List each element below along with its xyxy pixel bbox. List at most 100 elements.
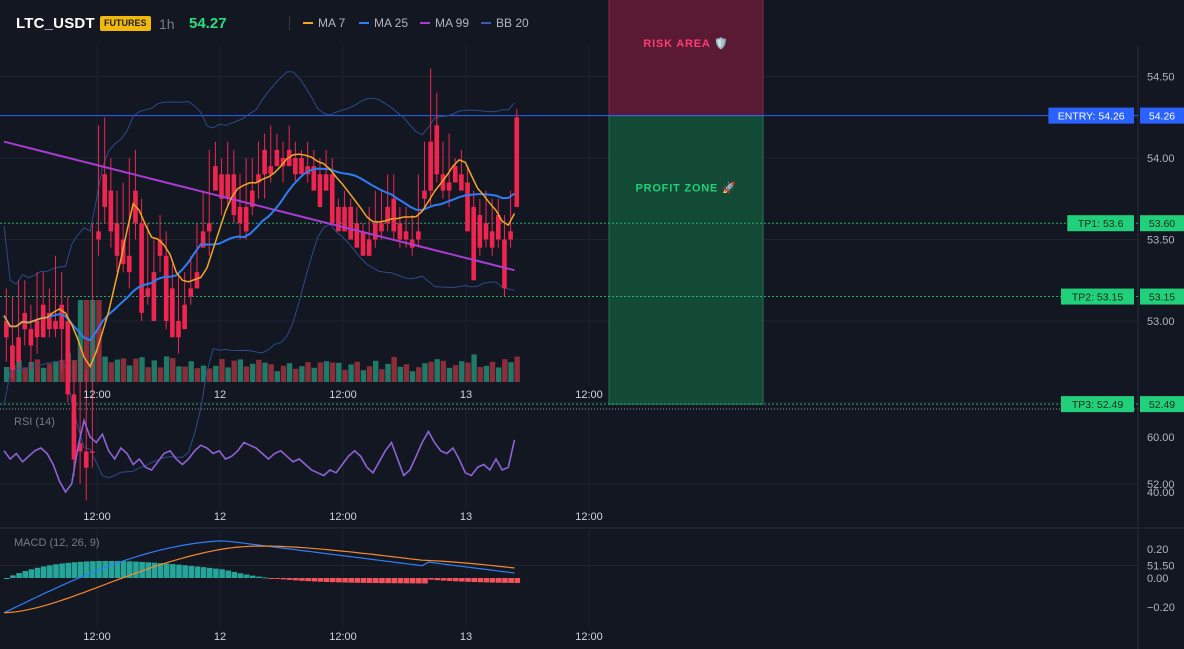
macd-hist-bar bbox=[200, 567, 207, 578]
legend-ma99[interactable]: MA 99 bbox=[420, 16, 469, 30]
macd-hist-bar bbox=[342, 578, 348, 583]
time-tick: 12:00 bbox=[329, 631, 357, 643]
candle-body bbox=[28, 329, 34, 346]
volume-bar bbox=[176, 366, 182, 382]
macd-hist-bar bbox=[188, 565, 195, 578]
macd-hist-bar bbox=[329, 578, 336, 583]
candle-body bbox=[200, 231, 206, 248]
candle-body bbox=[243, 206, 249, 232]
macd-hist-bar bbox=[471, 578, 477, 583]
volume-bar bbox=[508, 362, 514, 382]
legend-ma7[interactable]: MA 7 bbox=[303, 16, 345, 30]
candle-body bbox=[53, 321, 58, 330]
symbol-name[interactable]: LTC_USDT bbox=[16, 15, 95, 32]
macd-hist-bar bbox=[120, 561, 127, 578]
macd-hist-bar bbox=[145, 562, 152, 578]
candle-body bbox=[403, 231, 409, 240]
macd-hist-bar bbox=[502, 578, 508, 583]
candle-body bbox=[514, 117, 520, 207]
macd-hist-bar bbox=[256, 576, 262, 578]
candle-body bbox=[90, 451, 95, 453]
candle-body bbox=[182, 304, 187, 330]
volume-bar bbox=[391, 357, 397, 382]
macd-hist-bar bbox=[452, 578, 459, 582]
macd-line bbox=[3, 540, 515, 614]
time-tick: 12:00 bbox=[329, 511, 357, 523]
macd-hist-bar bbox=[366, 578, 373, 583]
macd-hist-bar bbox=[305, 578, 311, 582]
candle-body bbox=[336, 206, 341, 232]
legend-swatch bbox=[420, 22, 430, 24]
candle-body bbox=[34, 321, 40, 338]
macd-hist-bar bbox=[16, 573, 22, 578]
tp2-label: TP2: 53.15 bbox=[1072, 292, 1124, 304]
time-tick: 12:00 bbox=[575, 511, 603, 523]
macd-hist-bar bbox=[108, 560, 115, 578]
volume-bar bbox=[28, 362, 34, 382]
candle-body bbox=[219, 174, 224, 199]
entry-price-box bbox=[1140, 107, 1184, 124]
tp3-label-box bbox=[1061, 396, 1134, 413]
time-tick: 12 bbox=[214, 631, 226, 643]
candle-body bbox=[77, 443, 83, 452]
candle-body bbox=[452, 166, 458, 183]
legend-bb20[interactable]: BB 20 bbox=[481, 16, 529, 30]
volume-bar bbox=[47, 363, 53, 382]
volume-bar bbox=[397, 366, 403, 382]
macd-hist-bar bbox=[83, 561, 90, 578]
candle-body bbox=[102, 174, 107, 207]
volume-bar bbox=[416, 367, 422, 382]
volume-bar bbox=[422, 363, 428, 382]
macd-hist-bar bbox=[459, 578, 465, 582]
macd-hist-bar bbox=[170, 564, 176, 578]
candle-body bbox=[250, 190, 255, 207]
timeframe-selector[interactable]: 1h bbox=[159, 16, 175, 32]
macd-hist-bar bbox=[182, 565, 188, 578]
macd-hist-bar bbox=[40, 566, 47, 578]
macd-title: MACD (12, 26, 9) bbox=[14, 537, 100, 549]
macd-hist-bar bbox=[311, 578, 318, 582]
time-tick: 13 bbox=[460, 511, 472, 523]
candle-body bbox=[96, 231, 101, 240]
candle-body bbox=[293, 158, 298, 175]
candle-body bbox=[354, 223, 360, 248]
candle-body bbox=[206, 223, 212, 232]
macd-hist-bar bbox=[489, 578, 496, 583]
macd-hist-bar bbox=[206, 567, 213, 578]
candle-body bbox=[83, 451, 89, 468]
macd-hist-bar bbox=[286, 578, 293, 580]
candle-body bbox=[440, 174, 446, 191]
legend-ma25[interactable]: MA 25 bbox=[359, 16, 408, 30]
volume-bar bbox=[170, 358, 176, 382]
macd-hist-bar bbox=[53, 564, 59, 578]
macd-hist-bar bbox=[65, 562, 72, 578]
candle-body bbox=[4, 321, 9, 338]
trade-zones: RISK AREA 🛡️ PROFIT ZONE 🚀 bbox=[608, 0, 764, 405]
macd-hist-bar bbox=[151, 562, 158, 578]
macd-hist-bar bbox=[379, 578, 385, 584]
candle-body bbox=[139, 223, 144, 313]
tp2-price: 53.15 bbox=[1149, 292, 1175, 304]
volume-bar bbox=[16, 360, 22, 382]
ma99-line bbox=[3, 140, 515, 272]
volume-bar bbox=[440, 360, 447, 382]
header-divider bbox=[289, 16, 290, 30]
volume-bar bbox=[127, 365, 133, 382]
candle-body bbox=[366, 239, 372, 256]
profit-zone bbox=[608, 115, 764, 405]
volume-bar bbox=[200, 365, 207, 382]
ma7-line bbox=[3, 153, 516, 368]
macd-hist-bar bbox=[465, 578, 471, 582]
price-tick: 53.50 bbox=[1147, 235, 1175, 247]
candle-body bbox=[47, 312, 52, 330]
volume-bar bbox=[206, 368, 213, 382]
time-tick: 12:00 bbox=[329, 389, 357, 401]
volume-bar bbox=[22, 367, 28, 382]
candle-body bbox=[459, 174, 464, 191]
volume-bar bbox=[311, 367, 317, 382]
volume-bar bbox=[188, 361, 194, 382]
volume-bar bbox=[465, 362, 471, 382]
volume-bar bbox=[274, 371, 280, 382]
